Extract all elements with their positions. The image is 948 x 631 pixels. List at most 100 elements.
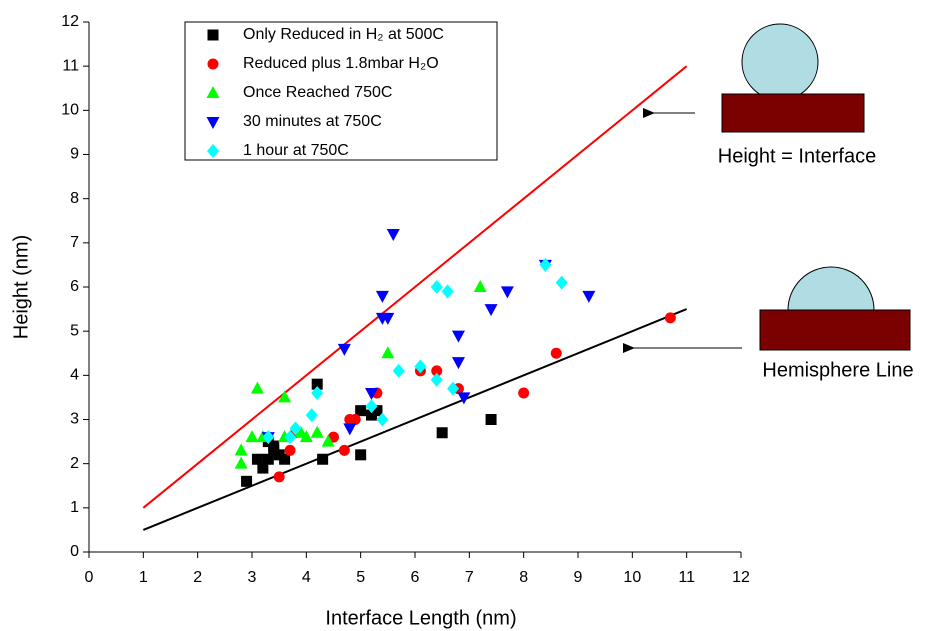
substrate xyxy=(759,309,911,351)
x-tick-label: 2 xyxy=(193,569,202,586)
legend-label: 30 minutes at 750C xyxy=(243,113,382,130)
marker-down-triangle xyxy=(457,392,471,405)
legend-box xyxy=(184,21,498,161)
legend-label: Once Reached 750C xyxy=(243,84,392,101)
marker-diamond xyxy=(539,257,552,272)
marker-down-triangle xyxy=(375,312,389,325)
substrate xyxy=(721,93,865,133)
x-tick-label: 4 xyxy=(302,569,311,586)
x-tick-label: 10 xyxy=(623,569,641,586)
y-tick-label: 6 xyxy=(70,278,79,295)
y-tick-label: 2 xyxy=(70,455,79,472)
x-tick-label: 11 xyxy=(678,569,695,586)
marker-diamond xyxy=(414,359,427,374)
marker-triangle xyxy=(278,390,292,403)
marker-down-triangle xyxy=(582,290,596,303)
marker-square xyxy=(371,405,383,417)
annotation: Hemisphere Line xyxy=(762,359,913,381)
marker-triangle xyxy=(234,443,248,456)
particle-sphere xyxy=(741,23,819,94)
x-tick-label: 5 xyxy=(356,569,365,586)
marker-diamond xyxy=(392,363,405,378)
marker-diamond xyxy=(289,421,302,436)
marker-diamond xyxy=(284,430,297,445)
x-tick-label: 9 xyxy=(574,569,583,586)
x-tick-label: 8 xyxy=(519,569,528,586)
x-axis-title: Interface Length (nm) xyxy=(325,607,516,629)
marker-square xyxy=(436,427,448,439)
x-tick-label: 6 xyxy=(411,569,420,586)
marker-circle xyxy=(349,414,361,425)
y-tick-label: 10 xyxy=(61,102,79,119)
y-tick-label: 11 xyxy=(62,57,79,74)
marker-circle xyxy=(273,471,285,483)
marker-square xyxy=(317,453,329,465)
y-tick-label: 4 xyxy=(70,367,79,384)
marker-circle xyxy=(550,347,562,359)
x-tick-label: 1 xyxy=(139,569,148,586)
marker-triangle xyxy=(294,425,308,438)
marker-triangle xyxy=(321,434,335,447)
particle-hemisphere xyxy=(787,266,875,310)
marker-diamond xyxy=(441,284,454,299)
marker-diamond xyxy=(365,399,378,414)
marker-square xyxy=(311,378,323,390)
y-axis-title: Height (nm) xyxy=(10,235,32,339)
marker-triangle xyxy=(310,425,324,438)
y-tick-label: 8 xyxy=(70,190,79,207)
marker-triangle xyxy=(473,280,487,292)
marker-square xyxy=(257,462,269,474)
x-tick-label: 3 xyxy=(248,569,257,586)
marker-square xyxy=(485,414,497,425)
y-tick-label: 3 xyxy=(70,411,79,428)
marker-square xyxy=(355,449,367,461)
marker-diamond xyxy=(555,275,568,290)
marker-diamond xyxy=(430,372,443,387)
marker-square xyxy=(207,29,219,41)
marker-down-triangle xyxy=(386,229,400,241)
marker-diamond xyxy=(447,381,460,396)
y-tick-label: 12 xyxy=(61,13,79,30)
marker-square xyxy=(251,453,263,465)
marker-down-triangle xyxy=(206,117,220,129)
marker-square xyxy=(268,440,280,452)
reference-line xyxy=(142,308,688,531)
marker-diamond xyxy=(207,144,219,158)
marker-diamond xyxy=(311,386,324,400)
marker-down-triangle xyxy=(337,343,351,356)
marker-down-triangle xyxy=(500,286,514,299)
marker-down-triangle xyxy=(343,423,357,436)
marker-square xyxy=(241,475,253,487)
marker-down-triangle xyxy=(375,290,389,303)
marker-square xyxy=(355,405,367,417)
x-tick-label: 12 xyxy=(732,569,750,586)
marker-circle xyxy=(207,58,219,70)
marker-triangle xyxy=(206,86,220,98)
y-tick-label: 9 xyxy=(70,146,79,163)
x-tick-label: 7 xyxy=(465,569,474,586)
marker-diamond xyxy=(430,280,443,294)
y-tick-label: 1 xyxy=(70,499,79,516)
marker-down-triangle xyxy=(484,304,498,317)
marker-diamond xyxy=(376,412,389,427)
x-tick-label: 0 xyxy=(85,569,94,586)
marker-circle xyxy=(338,444,350,456)
legend-label: 1 hour at 750C xyxy=(243,142,349,159)
marker-circle xyxy=(664,312,676,324)
legend-label: Reduced plus 1.8mbar H₂O xyxy=(243,55,439,72)
marker-down-triangle xyxy=(451,357,465,370)
marker-triangle xyxy=(381,346,395,359)
marker-diamond xyxy=(262,430,275,445)
marker-diamond xyxy=(305,408,318,423)
annotation: Height = Interface xyxy=(718,145,876,167)
marker-triangle xyxy=(234,456,248,469)
marker-circle xyxy=(284,444,296,456)
marker-down-triangle xyxy=(365,388,379,400)
y-tick-label: 5 xyxy=(70,322,79,339)
y-tick-label: 7 xyxy=(70,234,79,251)
y-tick-label: 0 xyxy=(70,543,79,560)
marker-triangle xyxy=(245,430,259,443)
marker-square xyxy=(262,453,274,465)
